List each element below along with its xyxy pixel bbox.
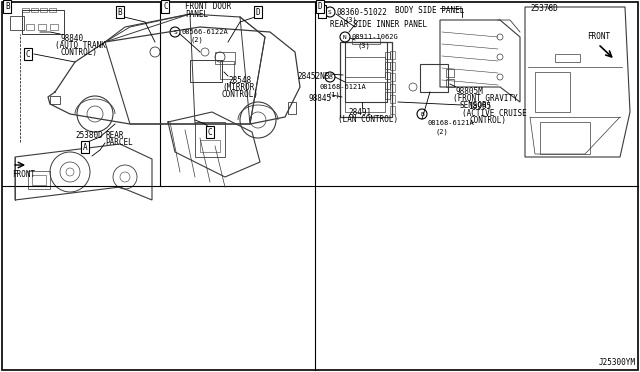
Text: 98805M: 98805M [456, 87, 484, 96]
Bar [22, 10, 64, 34]
Text: (LAN CONTROL): (LAN CONTROL) [338, 115, 398, 124]
Bar [49, 8, 56, 12]
Text: J25300YM: J25300YM [599, 358, 636, 367]
Bar [195, 122, 225, 157]
Bar [390, 106, 395, 114]
Bar [26, 24, 34, 30]
Text: (2): (2) [436, 128, 449, 135]
Text: SENSOR): SENSOR) [460, 101, 492, 110]
Bar [390, 84, 395, 92]
Bar [38, 24, 46, 30]
Bar [340, 42, 392, 117]
Text: 28548: 28548 [228, 76, 251, 85]
Text: B: B [118, 7, 122, 16]
Text: (AUTO TRANK: (AUTO TRANK [55, 41, 106, 50]
Text: B: B [5, 2, 10, 11]
Text: D: D [256, 7, 260, 16]
Bar [535, 72, 570, 112]
Bar [345, 42, 387, 102]
Bar [50, 96, 60, 104]
Text: CONTROL): CONTROL) [470, 116, 507, 125]
Text: 18995: 18995 [468, 102, 491, 111]
Text: 08360-51022: 08360-51022 [337, 8, 388, 17]
Bar [555, 54, 580, 62]
Text: D: D [318, 2, 323, 11]
Text: C: C [163, 2, 168, 11]
Bar [446, 79, 454, 87]
Text: FRONT DOOR: FRONT DOOR [185, 2, 231, 11]
Bar [385, 52, 390, 59]
Bar [345, 82, 385, 112]
Text: B: B [420, 112, 424, 116]
Text: BODY SIDE PANEL: BODY SIDE PANEL [395, 6, 465, 15]
Bar [10, 16, 24, 30]
Bar [540, 122, 590, 154]
Bar [345, 57, 385, 77]
Bar [420, 64, 448, 92]
Text: CONTROL): CONTROL) [222, 90, 259, 99]
Text: 98840: 98840 [60, 34, 83, 43]
Text: PARCEL: PARCEL [105, 138, 132, 147]
Text: (2): (2) [190, 36, 203, 42]
Bar [28, 171, 50, 189]
Text: A: A [320, 7, 324, 16]
Bar [32, 175, 46, 185]
Text: (3): (3) [345, 16, 358, 22]
Bar [385, 82, 390, 89]
Bar [385, 62, 390, 69]
Text: (ACTIVE CRUISE: (ACTIVE CRUISE [462, 109, 527, 118]
Text: 08566-6122A: 08566-6122A [182, 29, 228, 35]
Text: CONTROL): CONTROL) [60, 48, 97, 57]
Bar [385, 72, 390, 79]
Text: N: N [343, 35, 347, 39]
Text: 25378D: 25378D [530, 4, 557, 13]
Text: 98845: 98845 [309, 94, 332, 103]
Text: PANEL: PANEL [185, 10, 208, 19]
Text: A: A [83, 142, 87, 151]
Bar [220, 61, 234, 79]
Bar [390, 95, 395, 103]
Text: B: B [328, 74, 332, 80]
Text: (MIRROR: (MIRROR [222, 83, 254, 92]
Text: 08168-6121A: 08168-6121A [428, 120, 475, 126]
Text: FRONT: FRONT [587, 32, 610, 41]
Text: 25380D: 25380D [75, 131, 103, 140]
Bar [385, 92, 390, 99]
Text: FRONT: FRONT [12, 170, 35, 179]
Text: 28491: 28491 [348, 108, 371, 117]
Bar [352, 38, 380, 44]
Text: (1): (1) [328, 91, 340, 97]
Text: 08168-6121A: 08168-6121A [320, 84, 367, 90]
Bar [22, 8, 29, 12]
Text: (FRONT GRAVITY: (FRONT GRAVITY [453, 94, 518, 103]
Text: 08911-1062G: 08911-1062G [352, 34, 399, 40]
Text: C: C [208, 128, 212, 137]
Text: REAR: REAR [105, 131, 124, 140]
Bar [288, 102, 296, 114]
Bar [390, 73, 395, 81]
Bar [31, 8, 38, 12]
Bar [40, 8, 47, 12]
Text: C: C [26, 49, 30, 58]
Bar [190, 60, 222, 82]
Text: (3): (3) [358, 42, 371, 48]
Bar [50, 24, 58, 30]
Text: 28452NB: 28452NB [298, 72, 330, 81]
Bar [390, 62, 395, 70]
Bar [215, 52, 235, 64]
Text: S: S [328, 10, 332, 15]
Text: REAR SIDE INNER PANEL: REAR SIDE INNER PANEL [330, 20, 427, 29]
Bar [446, 69, 454, 77]
Bar [200, 140, 220, 152]
Text: S: S [173, 29, 177, 35]
Bar [390, 51, 395, 59]
